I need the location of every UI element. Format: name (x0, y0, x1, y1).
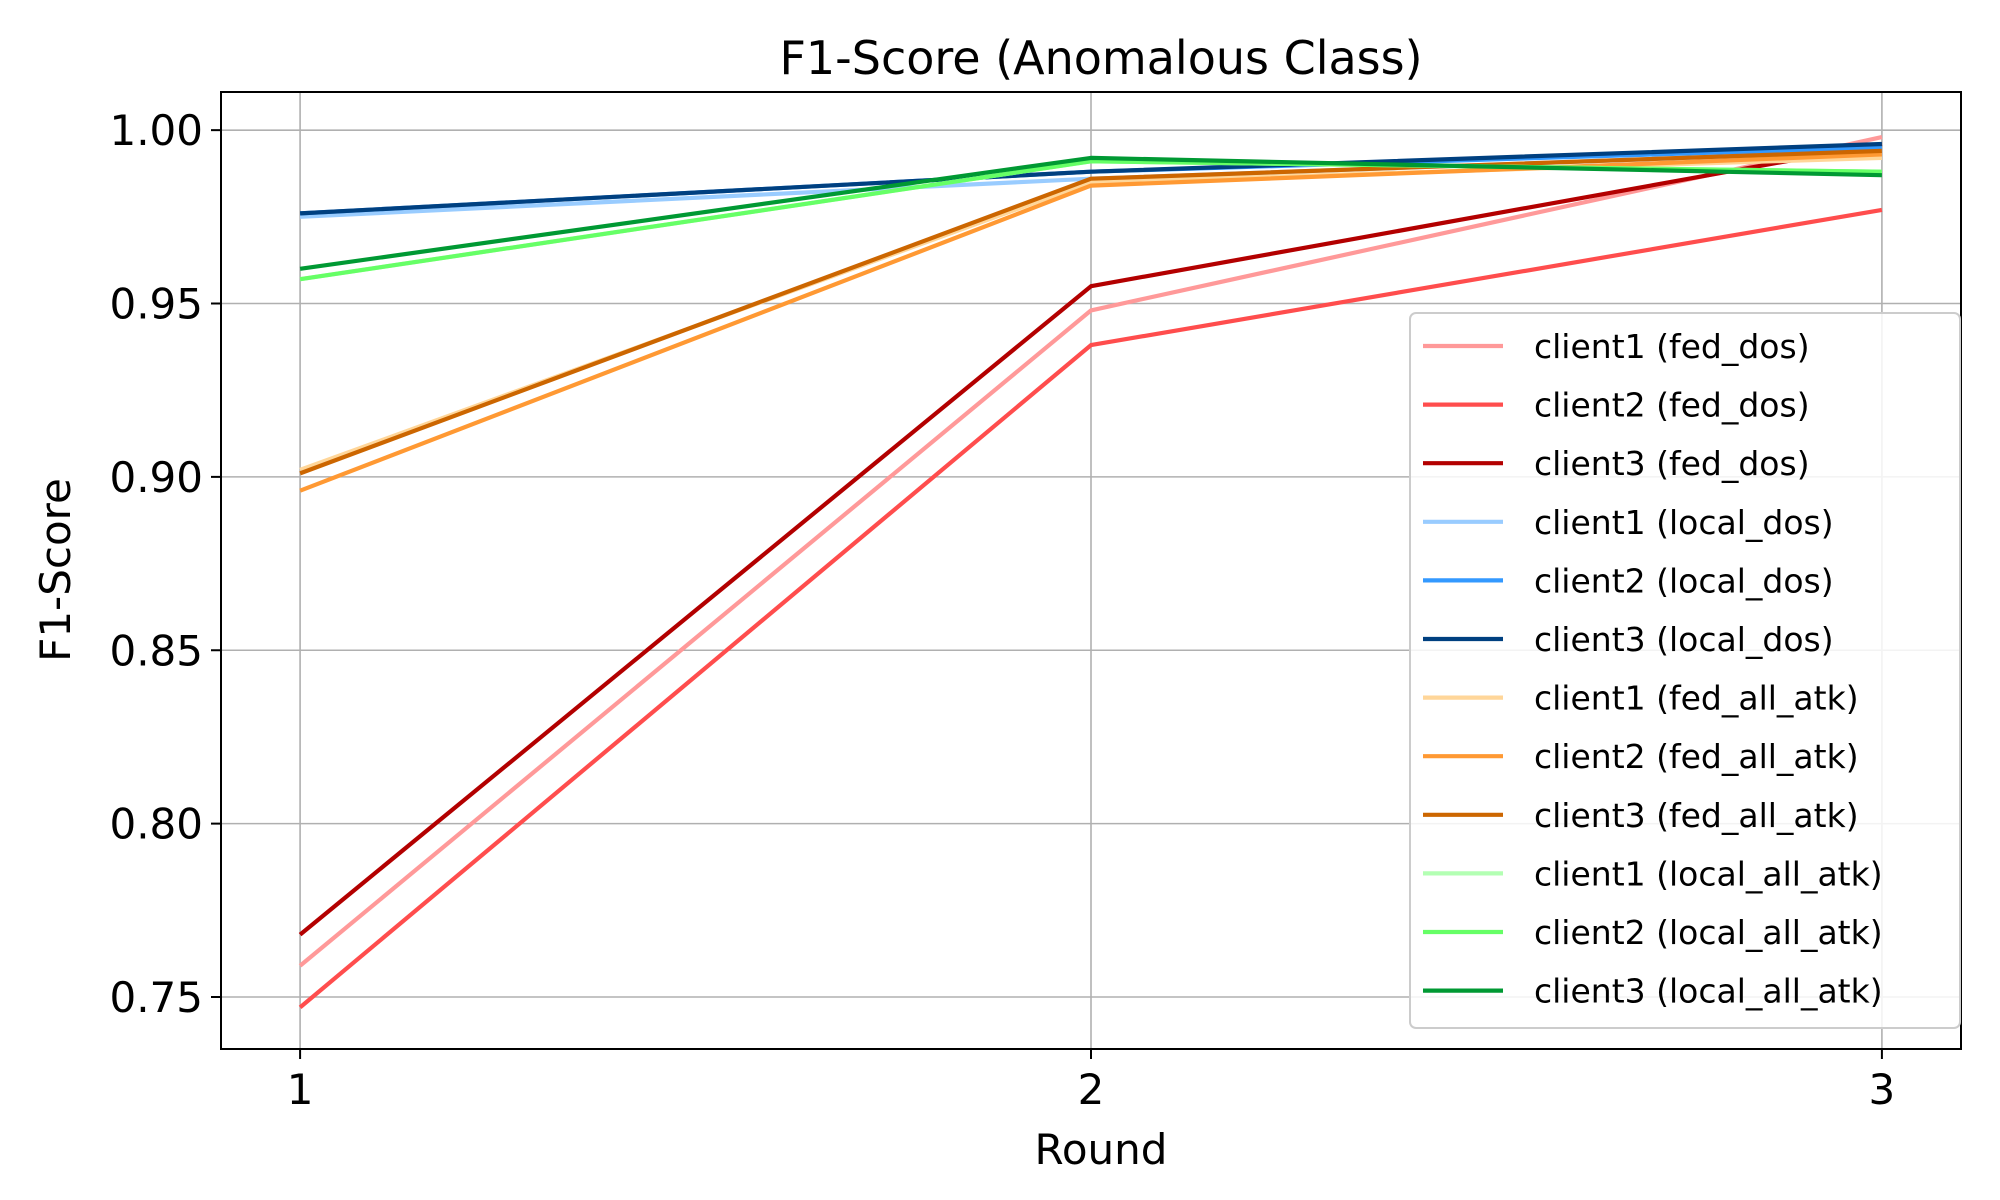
legend-label: client1 (local_dos) (1534, 503, 1834, 542)
y-tick-label: 1.00 (109, 106, 203, 155)
x-tick-label: 3 (1869, 1065, 1896, 1114)
series-line (299, 148, 1882, 476)
legend-label: client3 (fed_all_atk) (1534, 796, 1859, 835)
y-tick-label: 0.80 (109, 800, 203, 849)
x-tick-label: 1 (287, 1065, 314, 1114)
y-tick-label: 0.90 (109, 453, 203, 502)
chart-title: F1-Score (Anomalous Class) (779, 31, 1422, 85)
series-line (299, 141, 1882, 216)
y-tick-label: 0.75 (109, 973, 203, 1022)
y-axis-label: F1-Score (31, 478, 80, 662)
legend-label: client2 (fed_all_atk) (1534, 737, 1859, 776)
y-tick-label: 0.95 (109, 280, 203, 329)
legend-label: client3 (fed_dos) (1534, 444, 1810, 483)
legend-label: client1 (local_all_atk) (1534, 854, 1883, 893)
legend: client1 (fed_dos) client2 (fed_dos)client… (1409, 312, 1961, 1029)
legend-label: client2 (fed_dos) (1534, 386, 1810, 425)
legend-label: client3 (local_dos) (1534, 620, 1834, 659)
legend-label: client1 (fed_all_atk) (1534, 679, 1859, 718)
legend-box (1409, 312, 1961, 1029)
series-line (298, 141, 1883, 937)
series-line (298, 207, 1883, 1010)
axis-ticks: 0.75 0.80 0.85 0.90 0.95 1.00 1 2 3 (109, 106, 1895, 1114)
y-tick-label: 0.85 (109, 626, 203, 675)
legend-label: client1 (fed_dos) (1534, 327, 1810, 366)
legend-label: client2 (local_all_atk) (1534, 913, 1883, 952)
series-line (299, 155, 1882, 271)
x-axis-label: Round (1035, 1125, 1168, 1174)
series-lines (298, 135, 1883, 1010)
legend-label: client2 (local_dos) (1534, 561, 1834, 600)
series-line (299, 152, 1882, 493)
x-tick-label: 2 (1078, 1065, 1105, 1114)
series-line (298, 135, 1883, 968)
legend-label: client3 (local_all_atk) (1534, 972, 1883, 1011)
